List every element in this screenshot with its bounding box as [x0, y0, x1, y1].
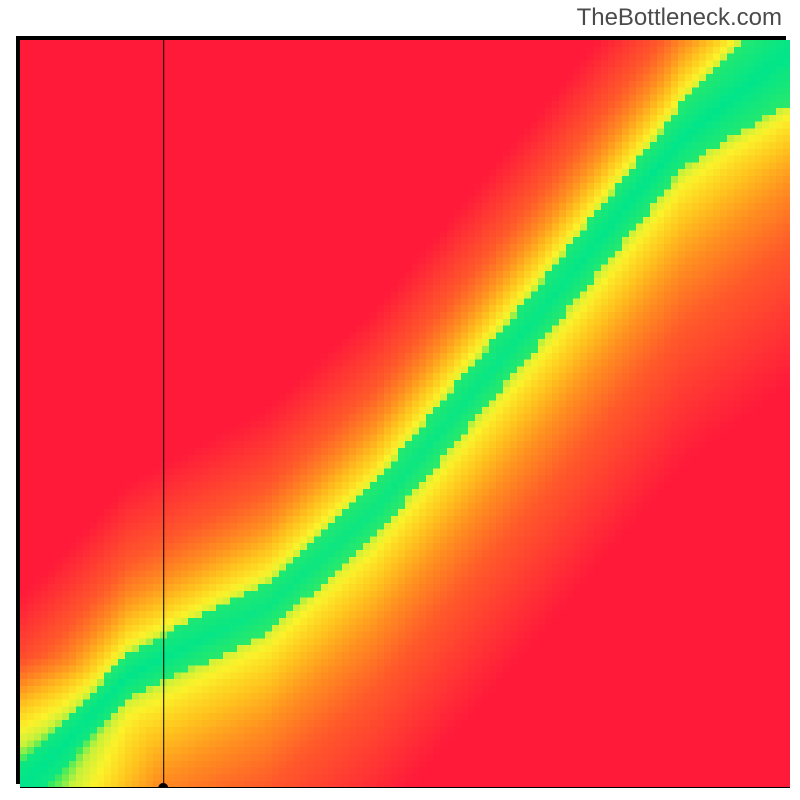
watermark-text: TheBottleneck.com [577, 4, 782, 32]
overlay-canvas [20, 40, 790, 788]
plot-frame [16, 36, 786, 784]
chart-root: TheBottleneck.com [0, 0, 800, 800]
